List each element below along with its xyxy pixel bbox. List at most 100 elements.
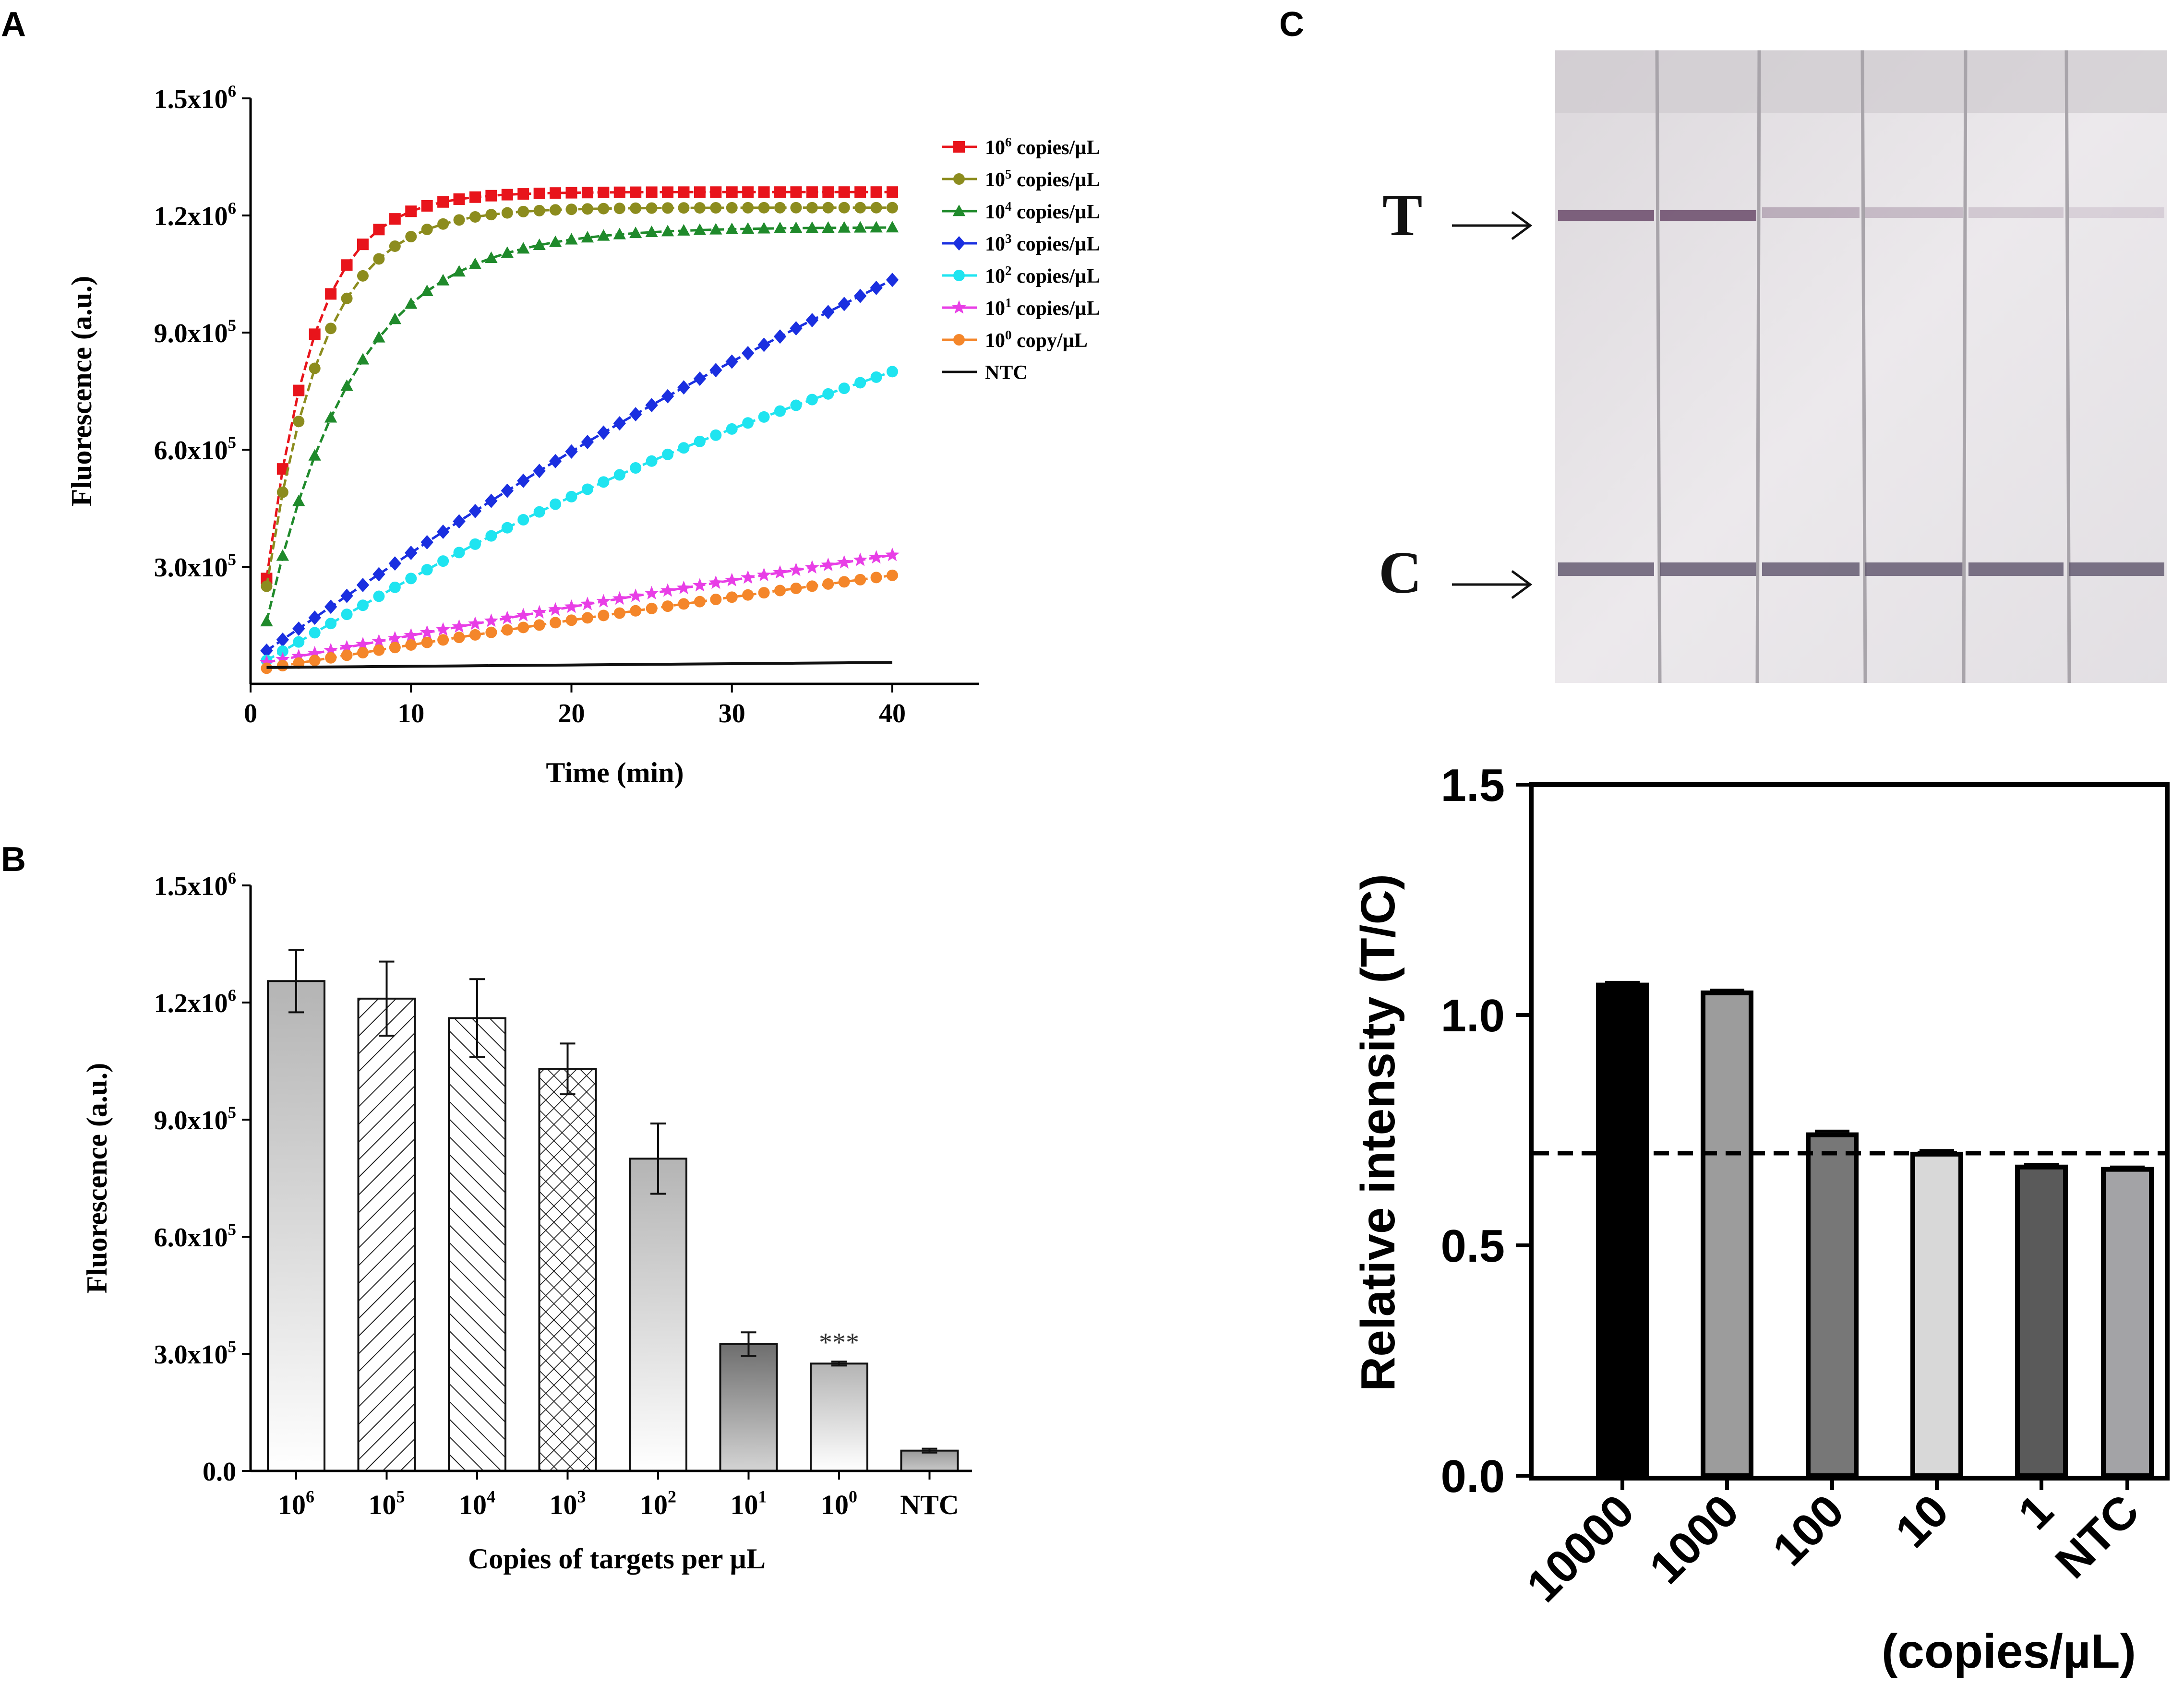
panel-a-point [291,649,306,663]
panel-a-point [742,202,754,214]
panel-a-point [822,202,834,214]
panel-a-series-5 [259,548,900,669]
panel-a-point [677,224,690,236]
legend-entry-exp: 6 [1005,135,1012,149]
panel-b-x-tick-label: 101 [731,1487,767,1520]
legend-entry-base: 10 [985,137,1005,159]
panel-a-point [790,582,802,594]
panel-a-point [484,613,499,627]
panel-a-point [501,189,513,201]
legend-entry-unit: copies/µL [1012,201,1100,223]
panel-a-point [309,627,321,639]
panel-a-point [436,622,450,636]
panel-a-point [678,442,690,454]
legend-swatch-marker [952,204,966,216]
panel-a-point [870,186,882,198]
panel-a-point [373,644,385,656]
panel-a-point [694,596,706,608]
strip-control-band [1865,562,1963,576]
panel-a-point [341,609,353,621]
panel-a-point [405,573,417,585]
panel-a-x-tick-label: 30 [719,699,745,729]
panel-a-y-tick-label: 6.0x105 [154,433,236,466]
panel-b-x-tick-label: 103 [550,1487,586,1520]
panel-b-y-tick-label-base: 3.0x10 [154,1340,228,1370]
panel-a-point [678,598,690,610]
panel-a-point [388,312,402,324]
panel-a-y-tick-label: 9.0x105 [154,316,236,348]
panel-a-y-tick-label: 1.2x106 [154,199,236,231]
panel-a-point [613,203,625,215]
panel-a-point [741,346,755,360]
panel-a-point [565,490,577,502]
panel-a-point [276,486,288,498]
panel-a-point [726,591,738,603]
panel-a-point [308,449,321,461]
panel-a-point [854,377,866,389]
panel-a-point [516,608,531,621]
panel-b-y-tick-label-exp: 6 [228,869,236,887]
panel-a-point [373,590,385,602]
panel-a-point [549,454,562,468]
panel-a-point [276,632,289,647]
panel-a-point [790,221,803,233]
panel-a-point [756,567,771,582]
panel-a-point [356,578,370,593]
panel-a-point [853,552,867,566]
panel-b-y-tick-label: 3.0x105 [154,1337,236,1370]
panel-a-point [805,313,819,328]
panel-a-point [420,625,434,639]
panel-b-x-tick-label-base: 10 [821,1489,849,1520]
panel-a-point [694,186,706,198]
strip-lane-divider [2064,50,2071,683]
panel-a-series-4 [261,366,898,667]
panel-a-point [726,423,738,435]
panel-a-point [517,514,529,526]
panel-b-x-ticks: 106 105 104 103 102 101 100 NTC [278,1471,959,1520]
panel-a-point [822,578,834,590]
panel-a-point [357,599,369,611]
panel-a-y-label: Fluorescence (a.u.) [66,276,97,506]
panel-a-point [853,288,867,303]
panel-c-bar-0 [1596,982,1649,1479]
panel-a-point [758,411,770,423]
panel-a-point [773,222,787,234]
legend-entry-base: 10 [985,233,1005,255]
panel-a-point [324,643,338,657]
panel-a-point [598,609,610,621]
panel-a-point [388,631,402,645]
strip-lanes [1558,50,2164,683]
panel-a-series-line [265,226,893,622]
panel-a-y-tick-label-base: 3.0x10 [154,553,228,583]
panel-a-point [774,186,786,198]
panel-c-y-tick-label: 1.5 [1441,760,1505,811]
panel-a-point [533,464,546,478]
panel-a-point [437,634,449,646]
legend-entry-unit: copy/µL [1012,330,1088,352]
panel-a-point [838,576,850,588]
panel-a-point [276,652,290,666]
panel-a-point [709,223,722,235]
panel-a-y-tick-label-exp: 5 [228,316,236,334]
panel-a-point [662,448,674,460]
panel-a-point [741,570,755,584]
panel-a-x-tick-label: 10 [397,699,424,729]
panel-a-point [452,619,467,633]
panel-a-series-3 [260,273,899,658]
panel-a-point [885,548,900,561]
panel-a-point [517,473,530,488]
strip-test-band [2069,207,2164,218]
panel-a-point [389,240,401,252]
panel-a-point [437,196,449,208]
panel-a-point [565,614,577,626]
panel-a-point [596,594,611,608]
panel-a-point [373,224,385,236]
panel-a-point [790,399,802,411]
legend-swatch-marker [953,270,965,281]
panel-a-point [694,202,706,214]
panel-a-point [500,610,515,624]
panel-a-x-tick-label: 0 [244,699,257,729]
panel-a-point [678,202,690,214]
panel-c-x-tick-label: 1 [2008,1485,2063,1539]
